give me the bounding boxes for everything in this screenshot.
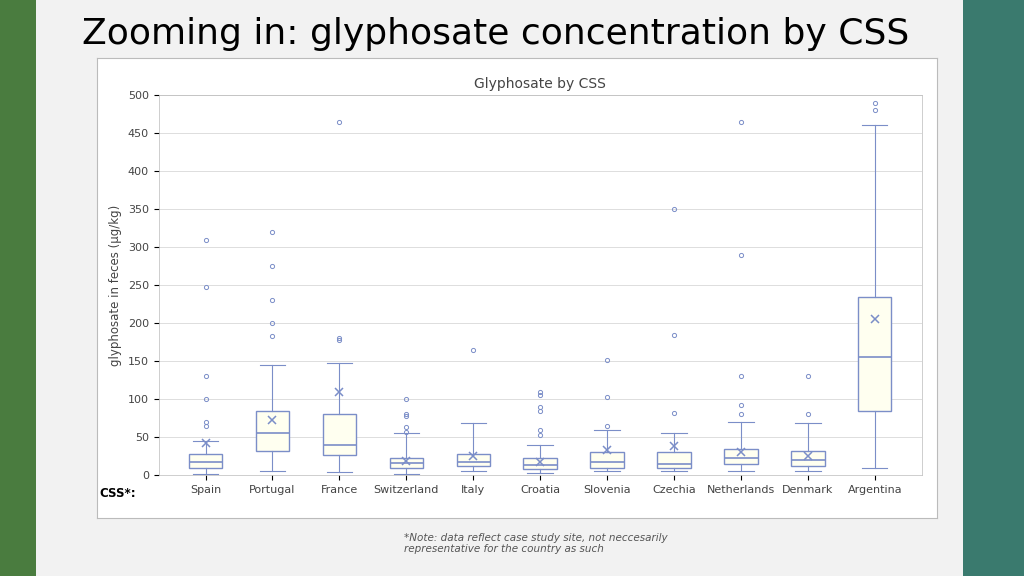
Bar [591,452,624,468]
Text: *Note: data reflect case study site, not neccesarily
representative for the coun: *Note: data reflect case study site, not… [404,533,668,554]
Bar [256,411,289,451]
Bar [792,451,824,466]
Y-axis label: glyphosate in feces (μg/kg): glyphosate in feces (μg/kg) [110,204,122,366]
Bar [457,454,489,466]
Bar [323,414,356,454]
Title: Glyphosate by CSS: Glyphosate by CSS [474,77,606,91]
Bar [724,449,758,464]
Text: Zooming in: glyphosate concentration by CSS: Zooming in: glyphosate concentration by … [82,17,909,51]
Bar [523,458,557,469]
Bar [657,452,691,468]
Bar [188,454,222,468]
Bar [389,458,423,468]
Bar [858,297,892,411]
Text: CSS*:: CSS*: [99,487,136,500]
